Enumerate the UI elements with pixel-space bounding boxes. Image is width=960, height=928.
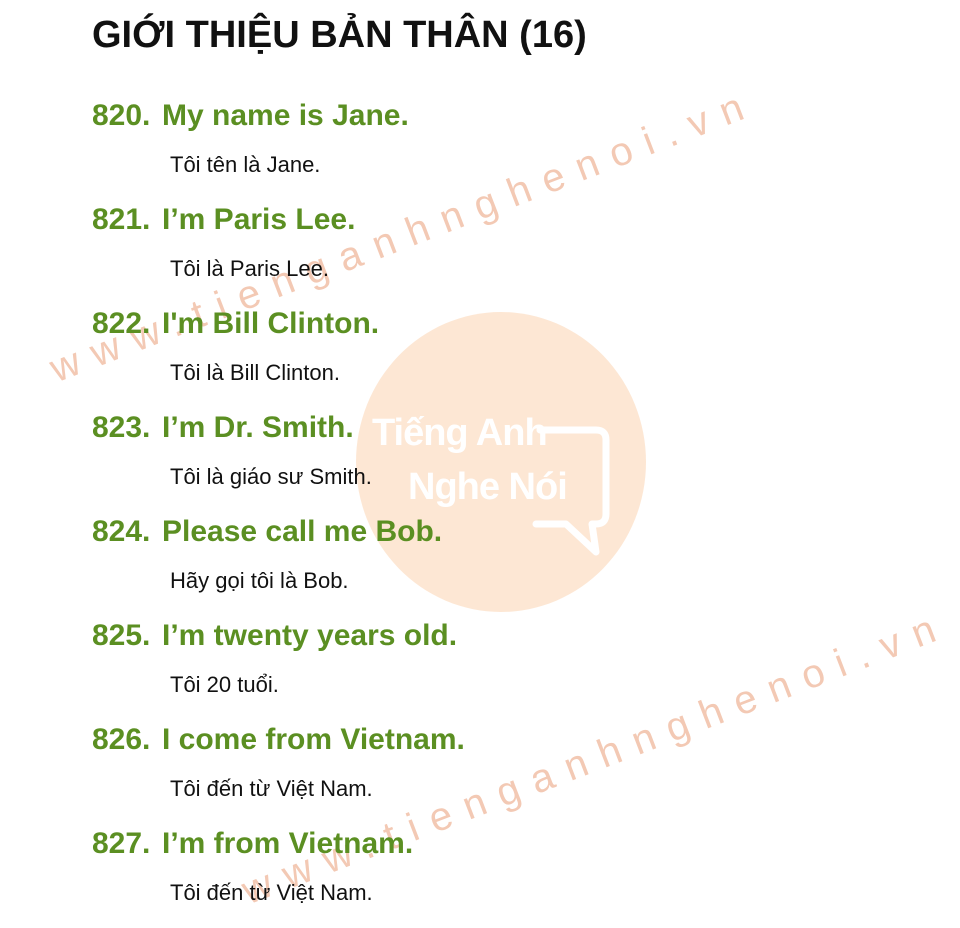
phrase-text: I’m Paris Lee.: [162, 203, 356, 236]
phrase-entry-821: 821. I’m Paris Lee. Tôi là Paris Lee.: [0, 200, 960, 304]
english-phrase: 824. Please call me Bob.: [92, 512, 442, 552]
phrase-text: I’m from Vietnam.: [162, 827, 414, 860]
vietnamese-translation: Tôi là giáo sư Smith.: [170, 464, 372, 489]
vietnamese-translation: Tôi là Bill Clinton.: [170, 360, 340, 385]
page-title: GIỚI THIỆU BẢN THÂN (16): [92, 14, 587, 56]
vietnamese-translation: Tôi là Paris Lee.: [170, 256, 329, 281]
phrase-number: 824.: [92, 515, 151, 548]
phrase-text: I’m Dr. Smith.: [162, 411, 354, 444]
phrase-entry-825: 825. I’m twenty years old. Tôi 20 tuổi.: [0, 616, 960, 720]
english-phrase: 823. I’m Dr. Smith.: [92, 408, 354, 448]
phrase-number: 827.: [92, 827, 151, 860]
watermark-logo-line2: Nghe Nói: [408, 466, 568, 508]
phrase-number: 822.: [92, 307, 151, 340]
watermark-logo-circle: [356, 312, 646, 612]
phrase-entry-824: 824. Please call me Bob. Hãy gọi tôi là B…: [0, 512, 960, 616]
phrase-text: I'm Bill Clinton.: [162, 307, 380, 340]
english-phrase: 820. My name is Jane.: [92, 96, 409, 136]
phrase-number: 821.: [92, 203, 151, 236]
vietnamese-translation: Tôi đến từ Việt Nam.: [170, 880, 373, 905]
phrase-entry-820: 820. My name is Jane. Tôi tên là Jane.: [0, 96, 960, 200]
phrase-number: 825.: [92, 619, 151, 652]
english-phrase: 827. I’m from Vietnam.: [92, 824, 413, 864]
phrase-number: 823.: [92, 411, 151, 444]
phrase-number: 826.: [92, 723, 151, 756]
vietnamese-translation: Tôi tên là Jane.: [170, 152, 321, 177]
speech-bubble-icon: [532, 426, 610, 556]
english-phrase: 822. I'm Bill Clinton.: [92, 304, 379, 344]
watermark-logo-line1: Tiếng Anh: [372, 412, 548, 454]
phrase-text: I come from Vietnam.: [162, 723, 465, 756]
english-phrase: 826. I come from Vietnam.: [92, 720, 465, 760]
phrase-entry-826: 826. I come from Vietnam. Tôi đến từ Việt…: [0, 720, 960, 824]
phrase-entry-822: 822. I'm Bill Clinton. Tôi là Bill Clinto…: [0, 304, 960, 408]
phrase-text: I’m twenty years old.: [162, 619, 458, 652]
vietnamese-translation: Tôi đến từ Việt Nam.: [170, 776, 373, 801]
english-phrase: 821. I’m Paris Lee.: [92, 200, 355, 240]
english-phrase: 825. I’m twenty years old.: [92, 616, 457, 656]
phrase-number: 820.: [92, 99, 151, 132]
phrase-entry-827: 827. I’m from Vietnam. Tôi đến từ Việt Na…: [0, 824, 960, 928]
phrase-entry-823: 823. I’m Dr. Smith. Tôi là giáo sư Smith.: [0, 408, 960, 512]
vietnamese-translation: Tôi 20 tuổi.: [170, 672, 279, 697]
vietnamese-translation: Hãy gọi tôi là Bob.: [170, 568, 349, 593]
phrase-text: Please call me Bob.: [162, 515, 443, 548]
phrase-text: My name is Jane.: [162, 99, 409, 132]
